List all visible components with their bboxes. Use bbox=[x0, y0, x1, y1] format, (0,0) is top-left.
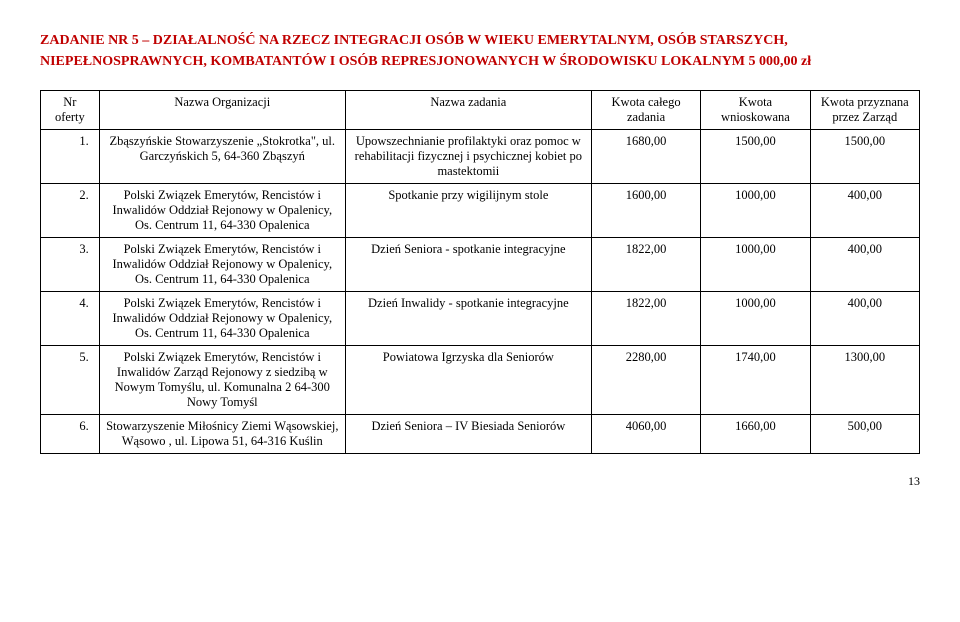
table-header-row: Nr oferty Nazwa Organizacji Nazwa zadani… bbox=[41, 91, 920, 130]
cell-nr: 1. bbox=[41, 130, 100, 184]
header-granted: Kwota przyznana przez Zarząd bbox=[810, 91, 919, 130]
grants-table: Nr oferty Nazwa Organizacji Nazwa zadani… bbox=[40, 90, 920, 454]
cell-granted: 500,00 bbox=[810, 415, 919, 454]
table-row: 1. Zbąszyńskie Stowarzyszenie „Stokrotka… bbox=[41, 130, 920, 184]
cell-task: Spotkanie przy wigilijnym stole bbox=[345, 184, 591, 238]
cell-org: Polski Związek Emerytów, Rencistów i Inw… bbox=[99, 238, 345, 292]
cell-task: Dzień Seniora - spotkanie integracyjne bbox=[345, 238, 591, 292]
table-row: 4. Polski Związek Emerytów, Rencistów i … bbox=[41, 292, 920, 346]
cell-total: 1600,00 bbox=[591, 184, 700, 238]
cell-task: Dzień Inwalidy - spotkanie integracyjne bbox=[345, 292, 591, 346]
cell-requested: 1000,00 bbox=[701, 292, 810, 346]
cell-nr: 5. bbox=[41, 346, 100, 415]
cell-org: Stowarzyszenie Miłośnicy Ziemi Wąsowskie… bbox=[99, 415, 345, 454]
cell-org: Polski Związek Emerytów, Rencistów i Inw… bbox=[99, 346, 345, 415]
cell-total: 2280,00 bbox=[591, 346, 700, 415]
task-title: ZADANIE NR 5 – DZIAŁALNOŚĆ NA RZECZ INTE… bbox=[40, 30, 920, 72]
cell-granted: 400,00 bbox=[810, 238, 919, 292]
header-nr: Nr oferty bbox=[41, 91, 100, 130]
cell-requested: 1000,00 bbox=[701, 238, 810, 292]
cell-nr: 3. bbox=[41, 238, 100, 292]
page-number: 13 bbox=[40, 474, 920, 489]
cell-requested: 1660,00 bbox=[701, 415, 810, 454]
table-row: 3. Polski Związek Emerytów, Rencistów i … bbox=[41, 238, 920, 292]
cell-requested: 1740,00 bbox=[701, 346, 810, 415]
header-requested: Kwota wnioskowana bbox=[701, 91, 810, 130]
cell-org: Polski Związek Emerytów, Rencistów i Inw… bbox=[99, 292, 345, 346]
cell-task: Upowszechnianie profilaktyki oraz pomoc … bbox=[345, 130, 591, 184]
title-line-2: NIEPEŁNOSPRAWNYCH, KOMBATANTÓW I OSÓB RE… bbox=[40, 54, 811, 69]
cell-task: Dzień Seniora – IV Biesiada Seniorów bbox=[345, 415, 591, 454]
cell-task: Powiatowa Igrzyska dla Seniorów bbox=[345, 346, 591, 415]
cell-nr: 2. bbox=[41, 184, 100, 238]
cell-total: 1822,00 bbox=[591, 238, 700, 292]
title-line-1: ZADANIE NR 5 – DZIAŁALNOŚĆ NA RZECZ INTE… bbox=[40, 33, 788, 48]
cell-requested: 1000,00 bbox=[701, 184, 810, 238]
cell-total: 1680,00 bbox=[591, 130, 700, 184]
cell-nr: 6. bbox=[41, 415, 100, 454]
header-total: Kwota całego zadania bbox=[591, 91, 700, 130]
cell-org: Polski Związek Emerytów, Rencistów i Inw… bbox=[99, 184, 345, 238]
cell-granted: 400,00 bbox=[810, 292, 919, 346]
cell-granted: 1300,00 bbox=[810, 346, 919, 415]
header-task: Nazwa zadania bbox=[345, 91, 591, 130]
table-row: 5. Polski Związek Emerytów, Rencistów i … bbox=[41, 346, 920, 415]
cell-granted: 1500,00 bbox=[810, 130, 919, 184]
cell-total: 4060,00 bbox=[591, 415, 700, 454]
header-org: Nazwa Organizacji bbox=[99, 91, 345, 130]
cell-nr: 4. bbox=[41, 292, 100, 346]
cell-org: Zbąszyńskie Stowarzyszenie „Stokrotka", … bbox=[99, 130, 345, 184]
table-body: 1. Zbąszyńskie Stowarzyszenie „Stokrotka… bbox=[41, 130, 920, 454]
table-row: 6. Stowarzyszenie Miłośnicy Ziemi Wąsows… bbox=[41, 415, 920, 454]
cell-total: 1822,00 bbox=[591, 292, 700, 346]
cell-requested: 1500,00 bbox=[701, 130, 810, 184]
table-row: 2. Polski Związek Emerytów, Rencistów i … bbox=[41, 184, 920, 238]
cell-granted: 400,00 bbox=[810, 184, 919, 238]
